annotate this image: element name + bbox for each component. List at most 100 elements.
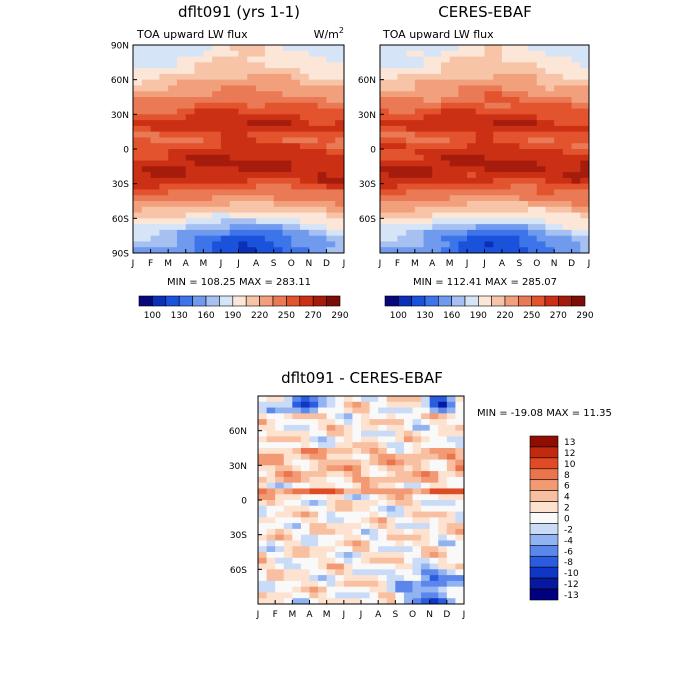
- heatmap-cell: [449, 224, 459, 231]
- heatmap-cell: [309, 580, 319, 588]
- heatmap-cell: [528, 50, 538, 57]
- heatmap-cell: [554, 149, 564, 156]
- heatmap-cell: [571, 183, 581, 190]
- heatmap-cell: [449, 172, 459, 179]
- heatmap-cell: [528, 114, 538, 121]
- heatmap-cell: [352, 598, 362, 605]
- heatmap-cell: [283, 488, 293, 495]
- heatmap-cell: [335, 97, 345, 104]
- heatmap-cell: [238, 206, 248, 213]
- heatmap-cell: [562, 206, 572, 213]
- heatmap-cell: [562, 120, 572, 127]
- heatmap-cell: [335, 396, 345, 403]
- heatmap-cell: [318, 534, 328, 541]
- heatmap-cell: [395, 500, 405, 507]
- heatmap-cell: [562, 85, 572, 92]
- heatmap-cell: [326, 120, 336, 127]
- heatmap-cell: [510, 50, 520, 57]
- heatmap-cell: [238, 224, 248, 231]
- heatmap-cell: [159, 218, 169, 225]
- heatmap-cell: [168, 62, 178, 69]
- heatmap-cell: [212, 183, 222, 190]
- heatmap-cell: [273, 68, 283, 75]
- x-tick-label: J: [342, 610, 346, 620]
- heatmap-cell: [536, 212, 546, 219]
- heatmap-cell: [292, 430, 302, 437]
- heatmap-cell: [519, 125, 529, 133]
- heatmap-cell: [378, 482, 388, 489]
- heatmap-cell: [562, 62, 572, 69]
- heatmap-cell: [395, 557, 405, 564]
- colorbar-label: 220: [496, 311, 513, 321]
- colorbar-swatch: [192, 295, 207, 307]
- heatmap-cell: [258, 482, 267, 489]
- heatmap-cell: [352, 563, 362, 570]
- heatmap-cell: [326, 459, 336, 466]
- heatmap-cell: [318, 476, 328, 484]
- heatmap-cell: [141, 114, 151, 121]
- heatmap-cell: [300, 598, 310, 605]
- heatmap-cell: [291, 114, 301, 121]
- heatmap-cell: [440, 224, 451, 231]
- heatmap-cell: [343, 586, 353, 593]
- heatmap-cell: [256, 79, 266, 86]
- heatmap-cell: [283, 471, 293, 478]
- heatmap-cell: [194, 56, 204, 63]
- heatmap-cell: [510, 137, 520, 144]
- heatmap-cell: [247, 183, 257, 190]
- heatmap-cell: [412, 459, 422, 466]
- heatmap-cell: [300, 505, 310, 512]
- heatmap-cell: [335, 557, 345, 564]
- heatmap-cell: [449, 160, 459, 167]
- x-tick-label: M: [199, 259, 207, 269]
- heatmap-cell: [429, 448, 439, 455]
- heatmap-cell: [266, 569, 276, 576]
- heatmap-cell: [308, 73, 319, 81]
- heatmap-cell: [414, 247, 424, 254]
- heatmap-cell: [326, 102, 336, 109]
- heatmap-cell: [423, 56, 433, 63]
- heatmap-cell: [467, 154, 477, 161]
- heatmap-cell: [176, 56, 187, 63]
- heatmap-cell: [247, 108, 257, 115]
- heatmap-cell: [467, 201, 477, 208]
- heatmap-cell: [335, 586, 345, 593]
- heatmap-cell: [458, 247, 468, 254]
- heatmap-cell: [519, 212, 529, 219]
- heatmap-cell: [446, 575, 456, 582]
- heatmap-cell: [493, 172, 503, 179]
- heatmap-cell: [519, 201, 529, 208]
- heatmap-cell: [308, 62, 319, 69]
- heatmap-cell: [229, 131, 239, 138]
- heatmap-cell: [150, 160, 160, 167]
- heatmap-cell: [141, 45, 151, 52]
- heatmap-cell: [484, 235, 494, 242]
- heatmap-cell: [395, 442, 405, 449]
- heatmap-cell: [438, 465, 448, 472]
- heatmap-cell: [220, 201, 231, 208]
- heatmap-cell: [440, 183, 451, 190]
- heatmap-cell: [266, 488, 276, 495]
- heatmap-cell: [282, 195, 292, 202]
- heatmap-cell: [484, 79, 494, 86]
- heatmap-cell: [318, 413, 328, 420]
- heatmap-cell: [309, 465, 319, 472]
- colorbar-swatch: [571, 295, 586, 307]
- heatmap-cell: [475, 131, 485, 138]
- heatmap-cell: [185, 247, 195, 254]
- heatmap-cell: [571, 224, 581, 231]
- heatmap-cell: [275, 476, 285, 484]
- heatmap-cell: [292, 442, 302, 449]
- heatmap-cell: [220, 229, 231, 237]
- heatmap-cell: [510, 149, 520, 156]
- heatmap-cell: [440, 229, 451, 237]
- heatmap-cell: [343, 482, 353, 489]
- heatmap-cell: [343, 436, 353, 443]
- heatmap-cell: [220, 120, 231, 127]
- heatmap-cell: [247, 120, 257, 127]
- heatmap-cell: [220, 137, 231, 144]
- heatmap-cell: [501, 91, 512, 98]
- heatmap-cell: [275, 459, 285, 466]
- heatmap-cell: [335, 580, 345, 588]
- heatmap-cell: [397, 177, 407, 185]
